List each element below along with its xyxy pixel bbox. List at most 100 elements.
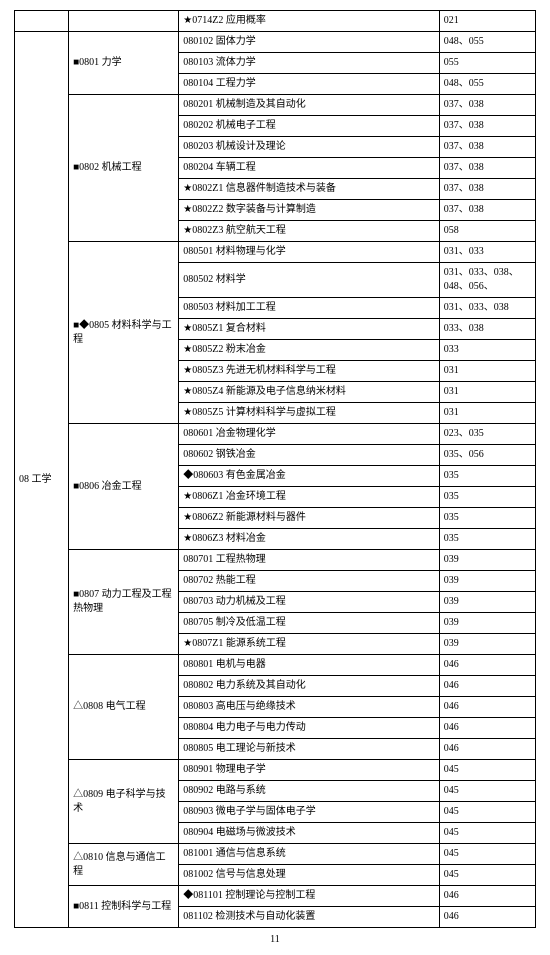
subject-cell: 080904 电磁场与微波技术	[179, 823, 440, 844]
subject-cell: 080802 电力系统及其自动化	[179, 676, 440, 697]
code-cell: 039	[439, 571, 535, 592]
code-cell: 037、038	[439, 116, 535, 137]
code-cell: 046	[439, 697, 535, 718]
subject-cell: ★0805Z4 新能源及电子信息纳米材料	[179, 382, 440, 403]
subject-cell: 080801 电机与电器	[179, 655, 440, 676]
code-cell: 045	[439, 844, 535, 865]
subject-cell: ★0806Z3 材料冶金	[179, 529, 440, 550]
code-cell: 037、038	[439, 95, 535, 116]
code-cell: 037、038	[439, 179, 535, 200]
code-cell: 045	[439, 760, 535, 781]
code-cell: 055	[439, 53, 535, 74]
code-cell: 037、038	[439, 158, 535, 179]
code-cell: 039	[439, 613, 535, 634]
subject-cell: ◆080603 有色金属冶金	[179, 466, 440, 487]
subject-cell: ★0805Z3 先进无机材料科学与工程	[179, 361, 440, 382]
subject-cell: ★0802Z3 航空航天工程	[179, 221, 440, 242]
code-cell: 033	[439, 340, 535, 361]
code-cell: 045	[439, 823, 535, 844]
subject-cell: ◆081101 控制理论与控制工程	[179, 886, 440, 907]
code-cell: 035	[439, 529, 535, 550]
subject-cell: ★0806Z1 冶金环境工程	[179, 487, 440, 508]
code-cell: 039	[439, 592, 535, 613]
subject-cell: ★0806Z2 新能源材料与器件	[179, 508, 440, 529]
subject-cell: 081001 通信与信息系统	[179, 844, 440, 865]
subject-cell: 080103 流体力学	[179, 53, 440, 74]
subject-cell: 080702 热能工程	[179, 571, 440, 592]
code-cell: 031	[439, 403, 535, 424]
subject-cell: 080703 动力机械及工程	[179, 592, 440, 613]
subject-cell: ★0805Z2 粉末冶金	[179, 340, 440, 361]
code-cell: 031	[439, 382, 535, 403]
code-cell: 046	[439, 886, 535, 907]
subject-cell: 080102 固体力学	[179, 32, 440, 53]
subject-cell: 080602 钢铁冶金	[179, 445, 440, 466]
code-cell: 046	[439, 739, 535, 760]
code-cell: 039	[439, 634, 535, 655]
subject-cell: ★0805Z1 复合材料	[179, 319, 440, 340]
code-cell: 035	[439, 487, 535, 508]
code-cell: 046	[439, 907, 535, 928]
subject-cell: 080803 高电压与绝缘技术	[179, 697, 440, 718]
subject-cell: 080202 机械电子工程	[179, 116, 440, 137]
subject-cell: 080502 材料学	[179, 263, 440, 298]
code-cell: 031、033	[439, 242, 535, 263]
code-cell: 031、033、038、048、056、	[439, 263, 535, 298]
code-cell: 045	[439, 802, 535, 823]
code-cell: 035	[439, 466, 535, 487]
code-cell: 045	[439, 865, 535, 886]
subject-cell: 080601 冶金物理化学	[179, 424, 440, 445]
group-cell: △0808 电气工程	[69, 655, 179, 760]
subject-cell: ★0714Z2 应用概率	[179, 11, 440, 32]
subject-cell: ★0802Z1 信息器件制造技术与装备	[179, 179, 440, 200]
subject-cell: 080804 电力电子与电力传动	[179, 718, 440, 739]
code-cell: 023、035	[439, 424, 535, 445]
code-cell: 037、038	[439, 200, 535, 221]
code-cell: 048、055	[439, 32, 535, 53]
group-cell: ■0806 冶金工程	[69, 424, 179, 550]
code-cell: 033、038	[439, 319, 535, 340]
subject-cell: 080203 机械设计及理论	[179, 137, 440, 158]
subject-cell: 080501 材料物理与化学	[179, 242, 440, 263]
subject-cell: 080705 制冷及低温工程	[179, 613, 440, 634]
subject-cell: 080503 材料加工工程	[179, 298, 440, 319]
category-cell: 08 工学	[15, 32, 69, 928]
code-cell: 031	[439, 361, 535, 382]
group-cell: △0809 电子科学与技术	[69, 760, 179, 844]
subject-cell: 081102 检测技术与自动化装置	[179, 907, 440, 928]
code-cell: 045	[439, 781, 535, 802]
subject-cell: 080903 微电子学与固体电子学	[179, 802, 440, 823]
subject-cell: 080204 车辆工程	[179, 158, 440, 179]
subject-cell: 080104 工程力学	[179, 74, 440, 95]
code-cell: 058	[439, 221, 535, 242]
subject-cell: 080902 电路与系统	[179, 781, 440, 802]
cell-empty	[69, 11, 179, 32]
code-cell: 035	[439, 508, 535, 529]
subject-cell: 081002 信号与信息处理	[179, 865, 440, 886]
code-cell: 035、056	[439, 445, 535, 466]
subject-cell: 080901 物理电子学	[179, 760, 440, 781]
code-cell: 046	[439, 655, 535, 676]
cell-empty	[15, 11, 69, 32]
page-number: 11	[14, 928, 536, 945]
subject-cell: ★0807Z1 能源系统工程	[179, 634, 440, 655]
subject-cell: 080201 机械制造及其自动化	[179, 95, 440, 116]
subject-cell: ★0805Z5 计算材料科学与虚拟工程	[179, 403, 440, 424]
code-cell: 046	[439, 718, 535, 739]
course-table: ★0714Z2 应用概率02108 工学■0801 力学080102 固体力学0…	[14, 10, 536, 928]
code-cell: 048、055	[439, 74, 535, 95]
group-cell: △0810 信息与通信工程	[69, 844, 179, 886]
group-cell: ■0802 机械工程	[69, 95, 179, 242]
group-cell: ■◆0805 材料科学与工程	[69, 242, 179, 424]
code-cell: 037、038	[439, 137, 535, 158]
group-cell: ■0807 动力工程及工程热物理	[69, 550, 179, 655]
code-cell: 046	[439, 676, 535, 697]
code-cell: 031、033、038	[439, 298, 535, 319]
code-cell: 021	[439, 11, 535, 32]
subject-cell: 080701 工程热物理	[179, 550, 440, 571]
group-cell: ■0801 力学	[69, 32, 179, 95]
group-cell: ■0811 控制科学与工程	[69, 886, 179, 928]
code-cell: 039	[439, 550, 535, 571]
subject-cell: ★0802Z2 数字装备与计算制造	[179, 200, 440, 221]
subject-cell: 080805 电工理论与新技术	[179, 739, 440, 760]
